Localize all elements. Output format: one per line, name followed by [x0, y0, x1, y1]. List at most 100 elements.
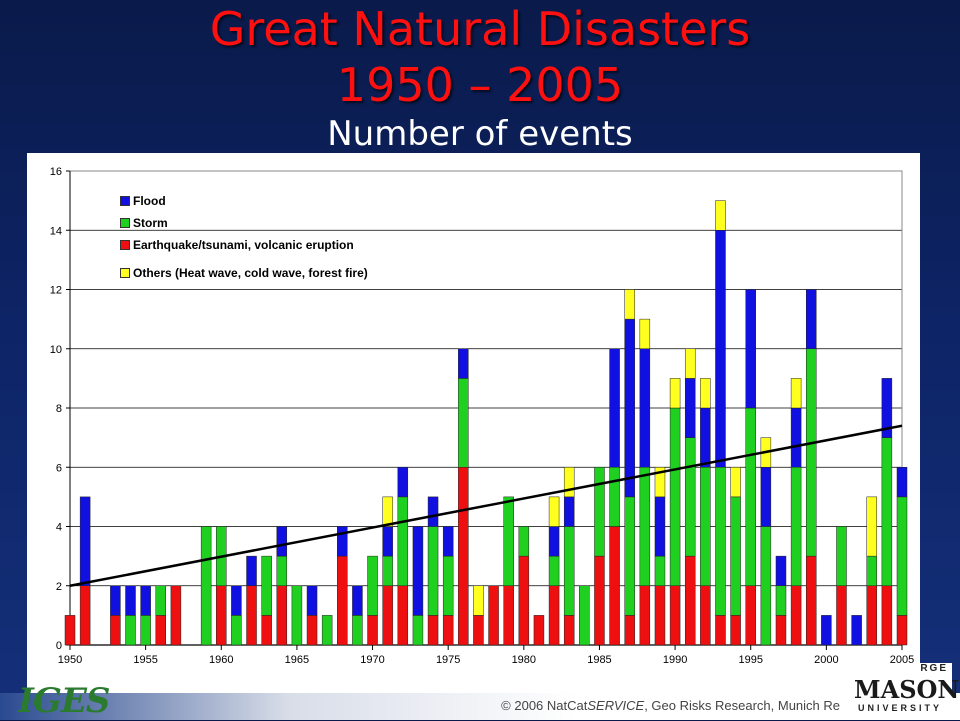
bar-segment-storm — [594, 467, 605, 557]
bar-segment-storm — [155, 585, 167, 616]
bar-segment-others — [700, 378, 711, 409]
trend-line — [69, 424, 903, 587]
legend-swatch-storm — [120, 218, 130, 228]
y-tick-label: 16 — [50, 166, 62, 178]
bar-segment-earthquake — [216, 585, 227, 646]
bar-segment-flood — [276, 526, 288, 557]
bar-segment-flood — [140, 585, 151, 616]
bar-segment-earthquake — [473, 615, 484, 646]
bar-segment-storm — [654, 555, 666, 586]
bar-segment-flood — [427, 496, 439, 527]
bar-segment-flood — [412, 526, 424, 616]
legend-label-others: Others (Heat wave, cold wave, forest fir… — [133, 266, 368, 280]
bar-segment-earthquake — [669, 585, 681, 646]
legend-label-storm: Storm — [133, 216, 168, 230]
bar-segment-flood — [110, 585, 121, 616]
x-tick-label: 1995 — [738, 654, 762, 666]
bar-segment-earthquake — [639, 585, 651, 646]
bar-segment-earthquake — [594, 555, 605, 646]
bar-segment-storm — [669, 407, 681, 586]
bar-segment-earthquake — [110, 615, 121, 646]
x-tick-label: 1980 — [512, 654, 536, 666]
footer-bar: IGES © 2006 NatCatSERVICE, Geo Risks Res… — [0, 663, 960, 721]
bar-segment-flood — [125, 585, 136, 616]
bar-segment-earthquake — [246, 585, 257, 646]
bar-segment-earthquake — [790, 585, 802, 646]
copyright-text: © 2006 NatCatSERVICE, Geo Risks Research… — [501, 698, 840, 713]
bar-segment-earthquake — [397, 585, 409, 646]
bar-segment-others — [382, 496, 393, 527]
bar-segment-storm — [760, 526, 772, 646]
bar-segment-earthquake — [609, 526, 620, 646]
bar-segment-storm — [700, 467, 711, 586]
bar-segment-flood — [715, 230, 726, 468]
bar-segment-storm — [412, 615, 424, 646]
bar-segment-earthquake — [745, 585, 756, 646]
bar-segment-storm — [367, 555, 378, 616]
x-tick-label: 1990 — [663, 654, 687, 666]
bar-segment-storm — [261, 555, 272, 616]
bar-segment-earthquake — [170, 585, 182, 646]
bar-segment-flood — [306, 585, 318, 616]
bar-segment-flood — [684, 378, 696, 438]
x-tick-label: 1985 — [587, 654, 611, 666]
bar-segment-others — [684, 348, 696, 379]
bar-segment-storm — [881, 437, 893, 586]
bar-segment-storm — [321, 615, 333, 646]
bar-segment-storm — [639, 467, 651, 586]
bar-segment-flood — [881, 378, 893, 438]
bar-segment-earthquake — [155, 615, 167, 646]
bar-segment-others — [669, 378, 681, 409]
bar-segment-storm — [140, 615, 151, 646]
bar-segment-flood — [382, 526, 393, 557]
bar-segment-earthquake — [79, 585, 91, 646]
copyright-service: SERVICE — [587, 698, 645, 713]
y-tick-label: 14 — [50, 225, 62, 237]
bar-segment-flood — [563, 496, 575, 527]
bar-segment-earthquake — [775, 615, 787, 646]
bar-segment-earthquake — [730, 615, 741, 646]
legend-label-earthquake: Earthquake/tsunami, volcanic eruption — [133, 238, 354, 252]
bar-segment-flood — [458, 348, 469, 379]
bar-segment-earthquake — [442, 615, 454, 646]
bar-segment-flood — [745, 289, 756, 409]
bar-segment-flood — [639, 348, 651, 468]
bar-segment-earthquake — [548, 585, 560, 646]
bar-segment-earthquake — [488, 585, 499, 646]
bar-segment-earthquake — [715, 615, 726, 646]
bar-segment-flood — [397, 467, 409, 498]
bar-segment-earthquake — [276, 585, 288, 646]
bar-segment-storm — [231, 615, 242, 646]
bar-segment-earthquake — [367, 615, 378, 646]
gmu-logo: RGE MASON UNIVERSITY — [852, 663, 959, 717]
bar-segment-storm — [382, 555, 393, 586]
gmu-logo-mason: MASON — [854, 675, 960, 704]
bar-segment-earthquake — [382, 585, 393, 646]
bar-segment-earthquake — [261, 615, 272, 646]
y-tick-label: 4 — [56, 522, 62, 534]
bar-segment-storm — [775, 585, 787, 616]
bar-segment-others — [473, 585, 484, 616]
bar-segment-others — [563, 467, 575, 498]
bar-segment-storm — [609, 467, 620, 527]
bar-segment-flood — [609, 348, 620, 468]
bar-segment-flood — [79, 496, 91, 586]
bar-segment-storm — [276, 555, 288, 586]
bar-segment-earthquake — [503, 585, 514, 646]
legend-item-earthquake: Earthquake/tsunami, volcanic eruption — [120, 238, 354, 252]
x-tick-label: 1950 — [58, 654, 82, 666]
bar-segment-flood — [700, 407, 711, 468]
legend-item-others: Others (Heat wave, cold wave, forest fir… — [120, 266, 368, 280]
x-tick-label: 1960 — [209, 654, 233, 666]
bar-segment-flood — [548, 526, 560, 557]
y-tick-label: 12 — [50, 285, 62, 297]
gmu-logo-university: UNIVERSITY — [858, 703, 943, 713]
bar-segment-flood — [654, 496, 666, 557]
x-tick-label: 1975 — [436, 654, 460, 666]
bar-segment-earthquake — [866, 585, 877, 646]
bar-segment-storm — [684, 437, 696, 557]
bar-segment-flood — [760, 467, 772, 527]
stacked-bar-chart: 0 2 4 6 8 10 12 14 16 1950 1955 1960 1965 1970 1975 198… — [50, 166, 914, 666]
bar-segment-storm — [503, 496, 514, 586]
bar-segment-earthquake — [427, 615, 439, 646]
